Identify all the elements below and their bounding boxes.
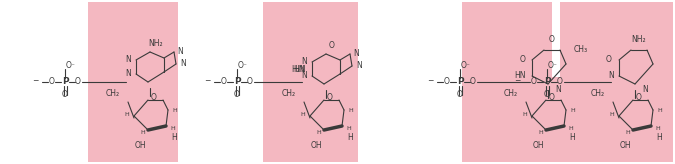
Bar	[88, 2, 178, 162]
Text: O: O	[49, 78, 55, 86]
Text: O: O	[470, 78, 476, 86]
Text: H: H	[655, 125, 659, 131]
Text: H: H	[317, 130, 321, 134]
Text: OH: OH	[532, 141, 544, 150]
Bar	[263, 2, 358, 162]
Text: H: H	[610, 112, 614, 116]
Text: H: H	[346, 125, 351, 131]
Text: N: N	[126, 70, 131, 79]
Text: −: −	[205, 76, 211, 85]
Text: O⁻: O⁻	[461, 61, 471, 70]
Text: O: O	[549, 93, 555, 102]
Text: CH₂: CH₂	[504, 90, 518, 99]
Text: P: P	[457, 78, 463, 86]
Text: H: H	[657, 107, 662, 113]
Text: CH₃: CH₃	[574, 45, 588, 54]
Text: CH₂: CH₂	[591, 90, 605, 99]
Text: H: H	[569, 133, 575, 143]
Text: CH₂: CH₂	[106, 90, 120, 99]
Text: H: H	[140, 130, 145, 134]
Text: N: N	[356, 62, 362, 71]
Text: H: H	[172, 107, 177, 113]
Bar	[560, 2, 673, 162]
Text: N: N	[608, 72, 614, 81]
Text: −: −	[428, 76, 434, 85]
Text: N: N	[126, 55, 131, 64]
Text: O: O	[75, 78, 81, 86]
Text: H: H	[538, 130, 543, 134]
Text: O: O	[606, 55, 612, 64]
Text: HN: HN	[294, 65, 305, 74]
Text: O⁻: O⁻	[66, 61, 76, 70]
Text: H: H	[522, 112, 527, 116]
Text: O: O	[531, 78, 537, 86]
Text: O: O	[636, 93, 642, 102]
Text: NH₂: NH₂	[632, 35, 646, 44]
Text: N: N	[301, 72, 307, 81]
Text: P: P	[543, 78, 550, 86]
Text: O: O	[221, 78, 227, 86]
Text: H: H	[171, 133, 177, 143]
Text: N: N	[353, 50, 358, 59]
Text: O⁻: O⁻	[238, 61, 248, 70]
Text: O: O	[329, 41, 335, 51]
Text: O: O	[444, 78, 450, 86]
Text: O: O	[151, 93, 157, 102]
Text: H: H	[124, 112, 129, 116]
Text: O: O	[519, 55, 525, 64]
Text: CH₂: CH₂	[282, 90, 296, 99]
Text: O: O	[557, 78, 563, 86]
Text: H: H	[347, 133, 353, 143]
Text: O: O	[247, 78, 253, 86]
Text: O: O	[544, 90, 550, 99]
Text: H: H	[568, 125, 573, 131]
Text: O: O	[327, 93, 333, 102]
Text: −: −	[514, 76, 521, 85]
Text: N: N	[642, 84, 648, 93]
Text: NH₂: NH₂	[148, 40, 163, 49]
Text: H: H	[625, 130, 630, 134]
Text: OH: OH	[310, 141, 322, 150]
Polygon shape	[462, 2, 603, 162]
Text: O⁻: O⁻	[548, 61, 558, 70]
Text: HN: HN	[514, 72, 526, 81]
Text: H: H	[300, 112, 305, 116]
Text: OH: OH	[619, 141, 631, 150]
Text: N: N	[301, 58, 307, 66]
Text: O: O	[62, 90, 68, 99]
Text: N: N	[177, 48, 183, 57]
Text: −: −	[32, 76, 39, 85]
Text: N: N	[180, 60, 186, 69]
Text: H: H	[656, 133, 662, 143]
Text: P: P	[234, 78, 240, 86]
Text: H₂N: H₂N	[292, 65, 306, 74]
Text: H: H	[570, 107, 574, 113]
Text: OH: OH	[134, 141, 146, 150]
Text: O: O	[234, 90, 240, 99]
Text: H: H	[170, 125, 175, 131]
Text: P: P	[61, 78, 68, 86]
Text: O: O	[549, 35, 555, 44]
Text: O: O	[457, 90, 463, 99]
Text: N: N	[555, 84, 561, 93]
Text: H: H	[348, 107, 353, 113]
